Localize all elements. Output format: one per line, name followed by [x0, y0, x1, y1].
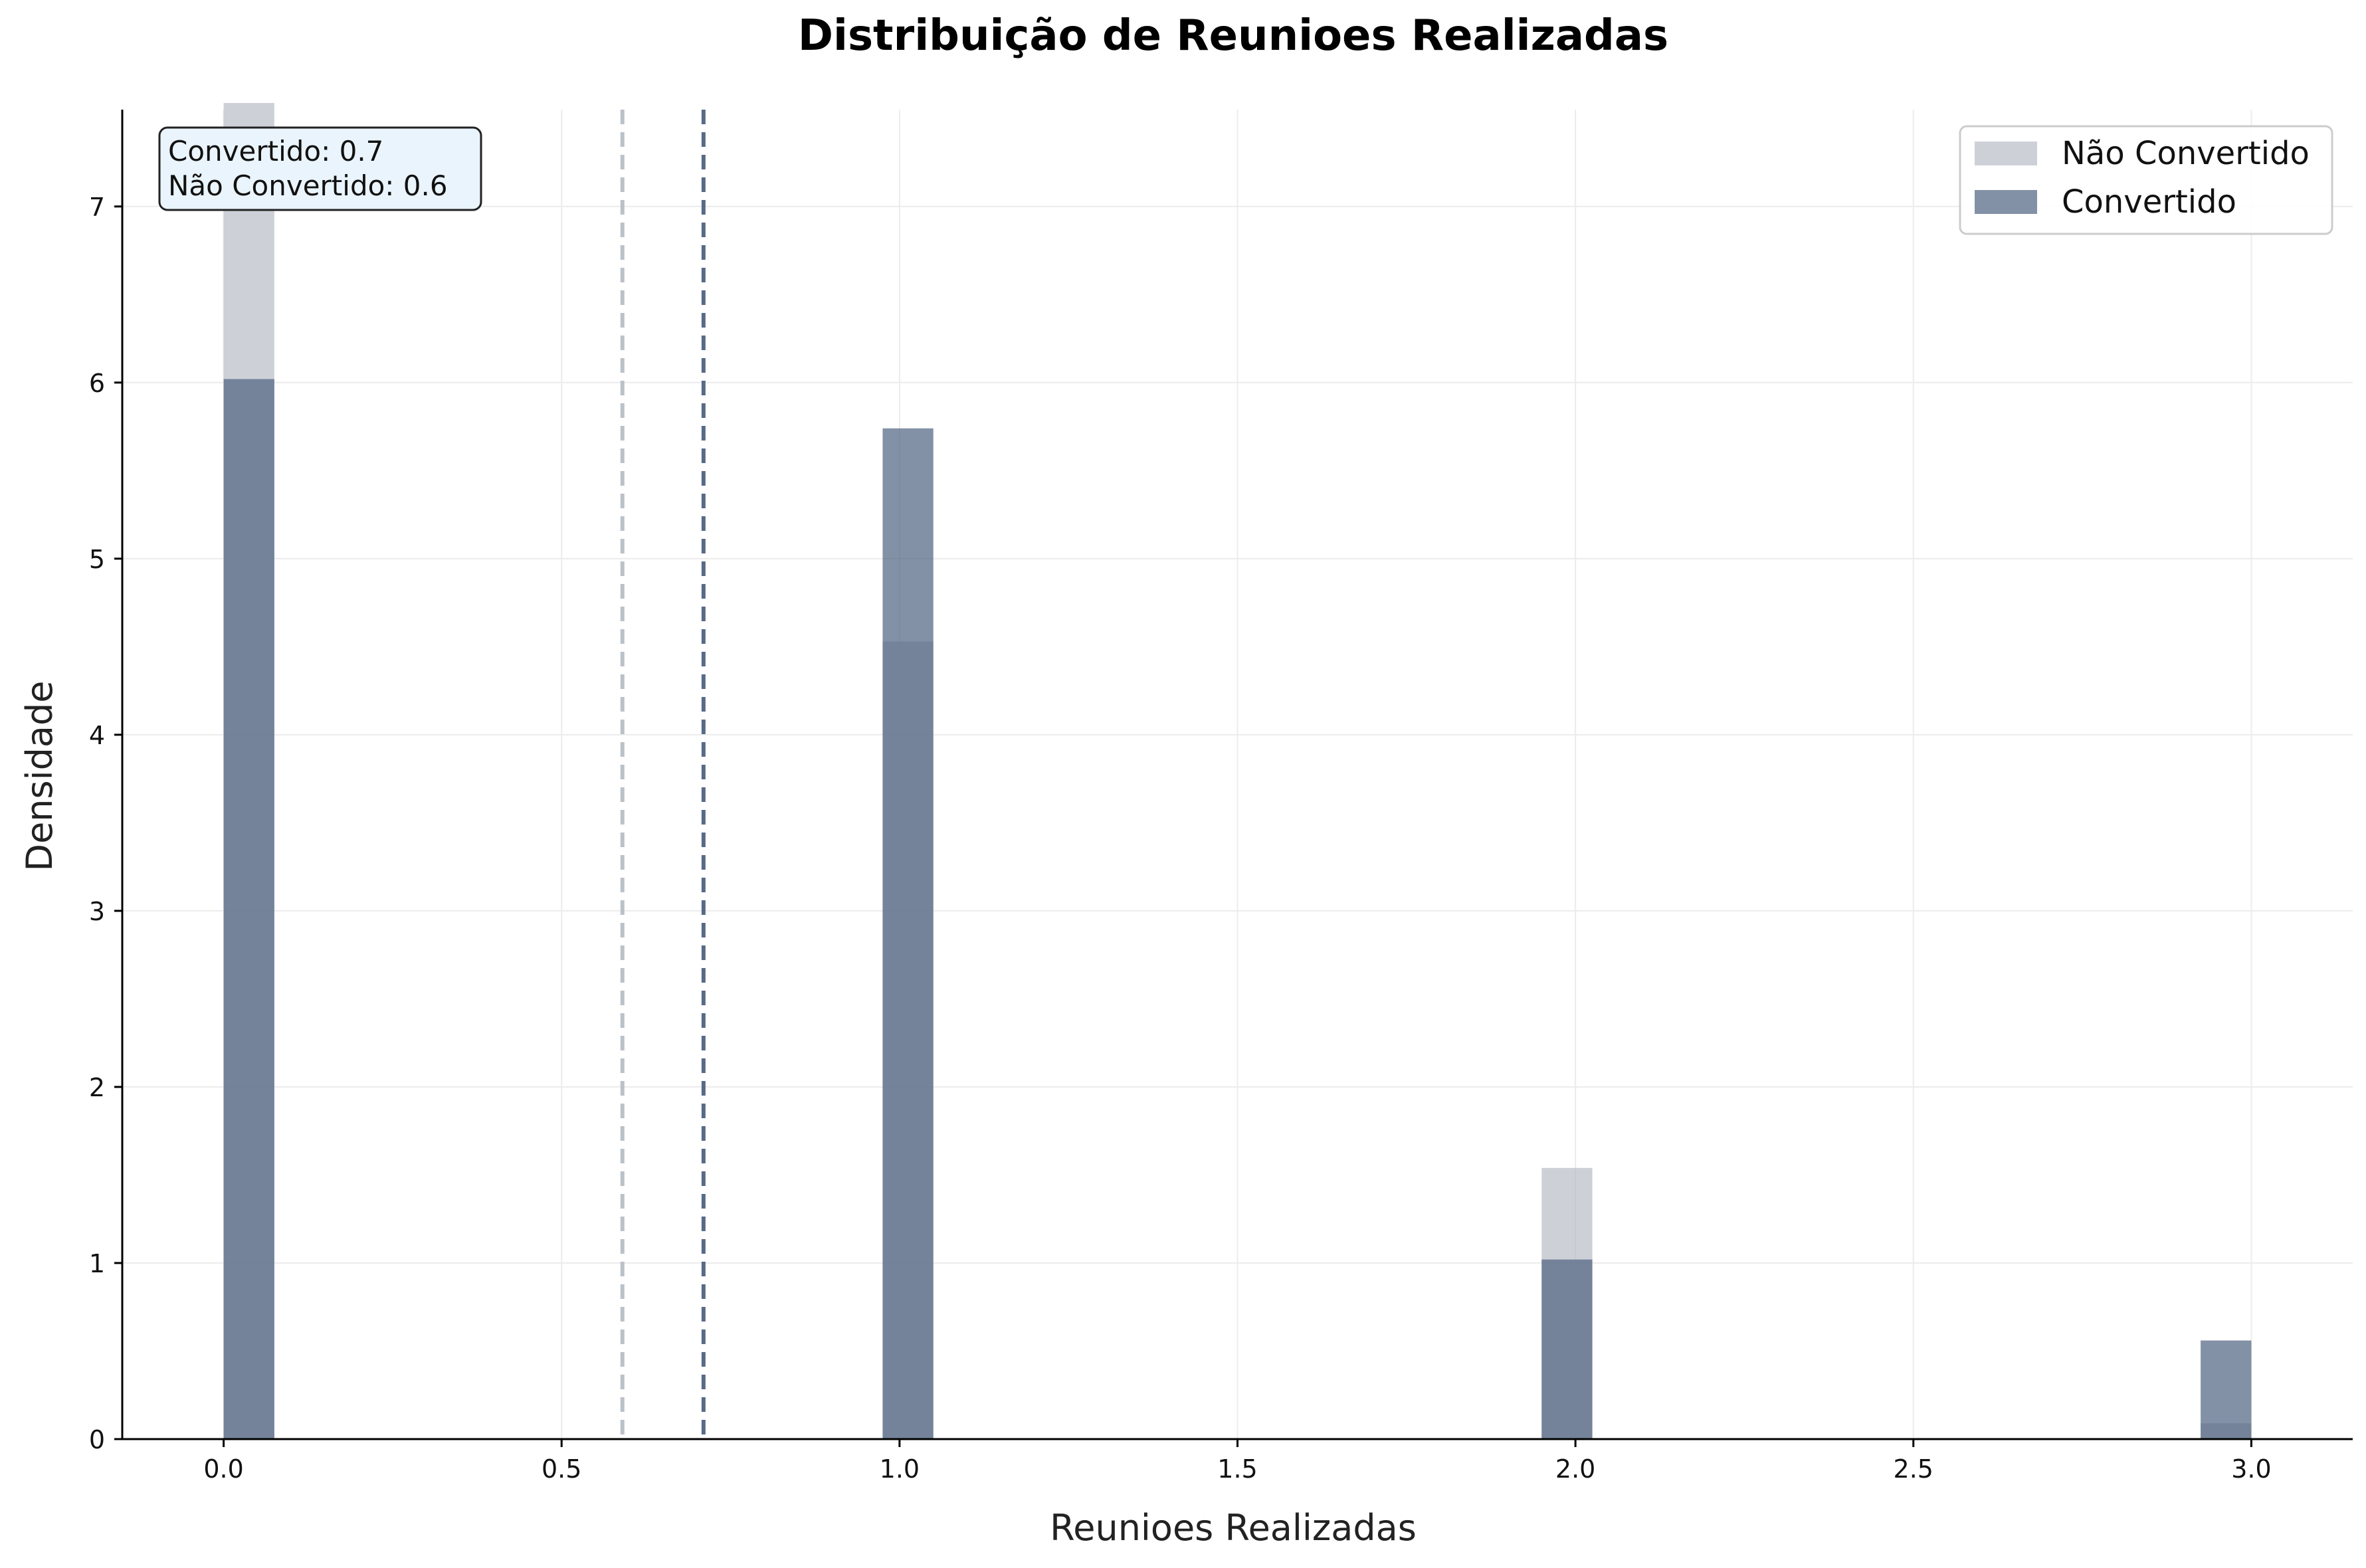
x-axis-label: Reunioes Realizadas [1050, 1507, 1417, 1549]
y-tick-label: 5 [89, 545, 105, 574]
mean-lines [620, 110, 706, 1439]
bar-convertido [2201, 1340, 2252, 1439]
y-tick-label: 4 [89, 721, 105, 750]
y-axis-label: Densidade [19, 680, 60, 871]
legend-swatch-convertido [1975, 190, 2037, 214]
annotation-line-convertido: Convertido: 0.7 [168, 135, 383, 167]
y-tick-label: 2 [89, 1073, 105, 1102]
bar-convertido [882, 428, 934, 1439]
stats-annotation: Convertido: 0.7 Não Convertido: 0.6 [158, 126, 482, 211]
legend: Não Convertido Convertido [1959, 125, 2333, 235]
annotation-line-nao-convertido: Não Convertido: 0.6 [168, 169, 448, 202]
x-tick-label: 1.0 [880, 1454, 920, 1484]
grid-lines [122, 110, 2353, 1440]
axes: 0.0 0.5 1.0 1.5 2.0 2.5 3.0 0 1 2 3 4 5 6 7 [89, 110, 2353, 1484]
legend-label-convertido: Convertido [2062, 183, 2236, 221]
x-tick-label: 3.0 [2231, 1454, 2271, 1484]
x-tick-label: 0.5 [542, 1454, 581, 1484]
bar-convertido [1541, 1259, 1593, 1439]
legend-swatch-nao-convertido [1975, 142, 2037, 165]
legend-label-nao-convertido: Não Convertido [2062, 135, 2310, 172]
y-tick-label: 6 [89, 369, 105, 398]
x-tick-label: 0.0 [203, 1454, 243, 1484]
bar-convertido [223, 379, 274, 1439]
histogram-bars [223, 103, 2252, 1439]
legend-box [1959, 125, 2333, 235]
x-tick-label: 2.0 [1555, 1454, 1595, 1484]
y-tick-label: 0 [89, 1425, 105, 1454]
y-tick-label: 3 [89, 897, 105, 926]
y-tick-label: 1 [89, 1249, 105, 1278]
annotation-box [158, 126, 482, 211]
chart-title: Distribuição de Reunioes Realizadas [798, 11, 1668, 60]
x-tick-label: 2.5 [1894, 1454, 1933, 1484]
y-tick-label: 7 [89, 193, 105, 222]
x-tick-label: 1.5 [1217, 1454, 1257, 1484]
